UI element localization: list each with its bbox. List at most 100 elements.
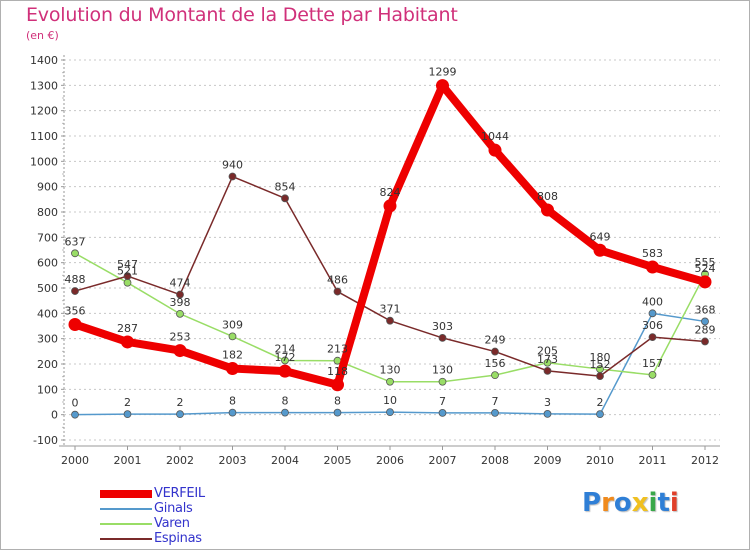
- data-point: [226, 362, 239, 376]
- x-tick-label: 2007: [429, 454, 457, 467]
- data-point: [333, 408, 342, 417]
- data-label: 854: [275, 180, 296, 193]
- x-tick-label: 2009: [534, 454, 562, 467]
- data-label: 371: [380, 303, 401, 316]
- y-tick-label: 1300: [30, 79, 58, 92]
- data-label: 521: [117, 265, 138, 278]
- y-tick-label: 1200: [30, 105, 58, 118]
- x-tick-label: 2008: [481, 454, 509, 467]
- data-point: [173, 344, 187, 358]
- legend-item-espinas: Espinas: [100, 531, 260, 546]
- series-varen: [71, 249, 709, 386]
- data-label: 157: [642, 357, 663, 370]
- legend-label: VERFEIL: [154, 486, 205, 501]
- data-label: 249: [485, 334, 506, 347]
- data-point: [698, 275, 712, 289]
- data-point: [488, 143, 502, 157]
- data-point: [646, 260, 659, 274]
- data-point: [278, 364, 292, 378]
- legend-swatch: [100, 538, 152, 540]
- y-tick-label: -100: [33, 434, 58, 447]
- data-point: [386, 377, 394, 386]
- data-point: [123, 410, 132, 419]
- data-label: 10: [383, 394, 397, 407]
- logo-letter: o: [613, 488, 632, 518]
- legend-swatch: [100, 523, 152, 525]
- data-point: [593, 243, 607, 257]
- data-label: 488: [65, 273, 86, 286]
- data-point: [648, 370, 657, 379]
- data-label: 289: [695, 323, 716, 336]
- data-label: 303: [432, 320, 453, 333]
- data-label: 649: [590, 230, 611, 243]
- series-verfeil: [68, 79, 712, 392]
- data-label: 306: [642, 319, 663, 332]
- y-tick-label: 1400: [30, 54, 58, 67]
- data-label: 214: [275, 342, 296, 355]
- data-point: [596, 372, 604, 381]
- data-label: 152: [590, 358, 611, 371]
- x-tick-label: 2005: [324, 454, 352, 467]
- data-label: 309: [222, 318, 243, 331]
- legend: VERFEIL Ginals Varen Espinas: [100, 486, 260, 546]
- logo-letter: r: [601, 488, 614, 518]
- data-label: 824: [380, 186, 401, 199]
- x-tick-label: 2003: [219, 454, 247, 467]
- data-label: 368: [695, 303, 716, 316]
- data-label: 400: [642, 295, 663, 308]
- data-point: [438, 334, 447, 342]
- data-point: [543, 358, 552, 367]
- data-label: 2: [597, 396, 604, 409]
- data-point: [543, 366, 552, 375]
- data-label: 182: [222, 349, 243, 362]
- data-point: [701, 317, 709, 326]
- data-point: [68, 317, 82, 331]
- data-point: [333, 287, 342, 296]
- data-point: [541, 203, 554, 217]
- data-label: 356: [65, 304, 86, 317]
- axis-layer: -100010020030040050060070080090010001100…: [30, 54, 720, 467]
- legend-label: Varen: [154, 516, 190, 531]
- series-espinas: [71, 172, 709, 381]
- data-point: [491, 408, 499, 417]
- data-label: 8: [229, 395, 236, 408]
- x-tick-label: 2012: [691, 454, 719, 467]
- chart-title: Evolution du Montant de la Dette par Hab…: [26, 4, 458, 26]
- data-point: [491, 347, 499, 356]
- logo-letter: i: [669, 488, 679, 518]
- data-label: 130: [380, 364, 401, 377]
- data-label: 7: [492, 395, 499, 408]
- data-label: 213: [327, 343, 348, 356]
- data-point: [121, 335, 134, 349]
- data-label: 8: [282, 395, 289, 408]
- legend-item-ginals: Ginals: [100, 501, 260, 516]
- data-label: 287: [117, 322, 138, 335]
- data-label: 8: [334, 395, 341, 408]
- x-tick-label: 2001: [114, 454, 142, 467]
- x-tick-label: 2000: [61, 454, 89, 467]
- logo-letter: P: [582, 488, 602, 518]
- data-point: [228, 172, 237, 181]
- data-point: [383, 199, 397, 213]
- data-label: 2: [177, 396, 184, 409]
- data-point: [71, 410, 79, 419]
- data-label: 3: [544, 396, 551, 409]
- data-label: 180: [590, 351, 611, 364]
- data-point: [701, 337, 709, 346]
- data-point: [123, 272, 132, 280]
- y-tick-label: 100: [37, 383, 58, 396]
- data-label: 524: [695, 262, 716, 275]
- data-point: [331, 378, 344, 392]
- data-point: [228, 332, 237, 341]
- data-label: 637: [65, 235, 86, 248]
- data-label: 172: [275, 351, 296, 364]
- data-point: [648, 333, 657, 342]
- chart-subtitle: (en €): [26, 29, 59, 42]
- data-point: [228, 408, 237, 417]
- y-tick-label: 200: [37, 358, 58, 371]
- data-point: [648, 309, 657, 318]
- data-point: [543, 410, 552, 418]
- data-point: [491, 371, 499, 380]
